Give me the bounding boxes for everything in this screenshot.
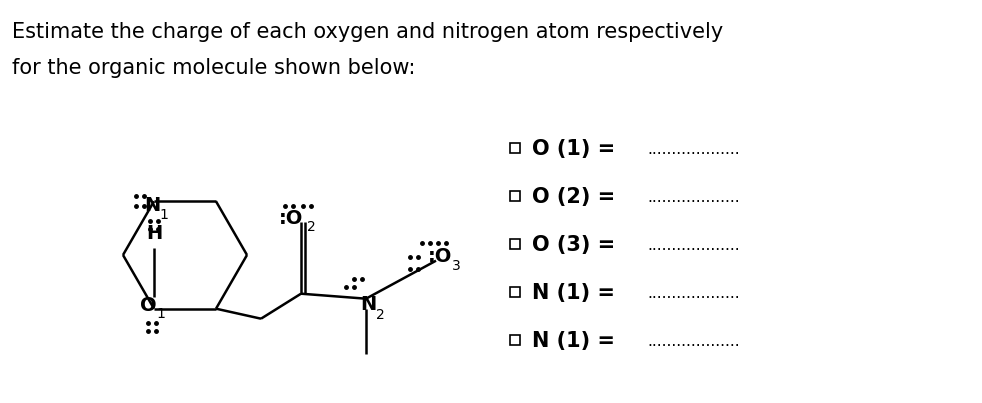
Text: ...................: ................... <box>647 287 739 301</box>
Text: Estimate the charge of each oxygen and nitrogen atom respectively: Estimate the charge of each oxygen and n… <box>12 22 724 42</box>
Text: 3: 3 <box>452 259 461 273</box>
Text: 2: 2 <box>306 220 315 234</box>
Text: O (1) =: O (1) = <box>532 139 623 159</box>
Text: N (1) =: N (1) = <box>532 331 623 351</box>
Text: :O: :O <box>279 209 303 228</box>
Text: 1: 1 <box>159 208 169 222</box>
Text: ...................: ................... <box>647 239 739 253</box>
Bar <box>510 239 520 249</box>
Text: :O: :O <box>428 247 452 266</box>
Text: for the organic molecule shown below:: for the organic molecule shown below: <box>12 58 415 78</box>
Text: N (1) =: N (1) = <box>532 283 623 303</box>
Text: ...................: ................... <box>647 334 739 349</box>
Text: N: N <box>144 196 160 215</box>
Text: O (3) =: O (3) = <box>532 235 623 255</box>
Text: 1: 1 <box>156 307 165 321</box>
Text: O: O <box>139 296 156 315</box>
Text: 2: 2 <box>376 308 384 322</box>
Text: N: N <box>359 295 376 314</box>
Text: ...................: ................... <box>647 143 739 158</box>
Text: H: H <box>146 224 162 243</box>
Text: O (2) =: O (2) = <box>532 187 623 207</box>
Text: ...................: ................... <box>647 191 739 206</box>
Bar <box>510 143 520 153</box>
Bar <box>510 191 520 201</box>
Bar <box>510 287 520 297</box>
Bar <box>510 335 520 345</box>
